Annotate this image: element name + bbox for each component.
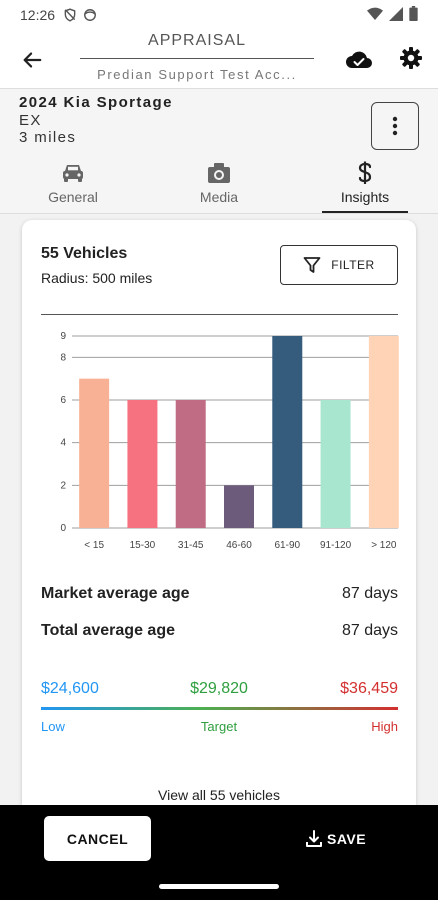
signal-icon: [389, 6, 403, 24]
target-price: $29,820: [190, 680, 248, 697]
insights-card: 55 Vehicles Radius: 500 miles FILTER 0 2 4…: [22, 220, 416, 820]
save-label: SAVE: [327, 831, 367, 847]
bar: [320, 400, 351, 528]
tab-general-label: General: [48, 189, 98, 205]
y-tick-label: 9: [60, 331, 66, 342]
bar: [79, 378, 110, 528]
card-divider: [41, 314, 398, 315]
bar: [127, 400, 158, 528]
bar: [175, 400, 206, 528]
wifi-icon: [367, 7, 383, 24]
arrow-left-icon: [23, 52, 42, 68]
total-average-value: 87 days: [341, 622, 398, 639]
tab-media-label: Media: [199, 189, 239, 205]
tab-insights-label: Insights: [340, 189, 390, 205]
back-button[interactable]: [18, 46, 46, 74]
x-tick-label: 61-90: [274, 540, 300, 551]
cancel-button[interactable]: CANCEL: [44, 816, 151, 861]
x-tick-label: 15-30: [130, 540, 156, 551]
title-block: APPRAISAL Predian Support Test Acc...: [80, 30, 314, 82]
age-distribution-chart: 0 2 4 6 8 9 < 15 15-30 31-45 46-60 61-90 91-120 > 12…: [60, 331, 399, 551]
cloud-sync-button[interactable]: [344, 46, 374, 72]
tab-general[interactable]: General: [0, 156, 146, 213]
high-price: $36,459: [340, 680, 398, 697]
vehicle-trim: EX: [19, 112, 42, 129]
app-bar: APPRAISAL Predian Support Test Acc...: [0, 30, 438, 88]
target-label: Target: [200, 719, 238, 734]
search-radius: Radius: 500 miles: [41, 270, 153, 286]
tab-bar: General Media Insights: [0, 156, 438, 214]
x-tick-label: < 15: [84, 540, 104, 551]
battery-icon: [409, 6, 418, 24]
y-tick-label: 6: [60, 395, 66, 406]
bar: [272, 336, 303, 528]
tab-media[interactable]: Media: [146, 156, 292, 213]
vehicle-header: 2024 Kia Sportage EX 3 miles: [0, 88, 438, 156]
page-title: APPRAISAL: [148, 32, 246, 49]
vehicle-name: 2024 Kia Sportage: [19, 94, 173, 111]
y-tick-label: 2: [60, 480, 66, 491]
dollar-icon: [357, 161, 373, 185]
view-all-vehicles-link[interactable]: View all 55 vehicles: [158, 787, 280, 803]
filter-icon: [303, 257, 321, 273]
bar: [368, 336, 399, 528]
y-tick-label: 8: [60, 352, 66, 363]
y-tick-label: 0: [60, 523, 66, 534]
more-vertical-icon: [392, 116, 398, 136]
x-tick-label: 91-120: [320, 540, 352, 551]
total-average-label: Total average age: [41, 622, 175, 639]
download-icon: [306, 830, 322, 847]
face-icon: [83, 8, 97, 22]
bar: [224, 485, 254, 528]
camera-icon: [207, 161, 231, 185]
filter-label: FILTER: [331, 258, 375, 272]
tab-insights[interactable]: Insights: [292, 156, 438, 213]
car-icon: [61, 161, 85, 185]
more-options-button[interactable]: [371, 102, 419, 150]
x-tick-label: 31-45: [178, 540, 204, 551]
home-indicator: [159, 884, 279, 889]
low-label: Low: [41, 719, 65, 734]
bottom-action-bar: CANCEL SAVE: [0, 805, 438, 900]
gear-icon: [400, 47, 422, 69]
market-average-value: 87 days: [341, 585, 398, 602]
settings-button[interactable]: [397, 44, 425, 72]
status-bar: 12:26: [0, 0, 438, 30]
x-tick-label: 46-60: [226, 540, 252, 551]
status-time: 12:26: [20, 7, 56, 23]
vehicle-miles: 3 miles: [19, 129, 77, 146]
market-average-label: Market average age: [41, 585, 190, 602]
cloud-check-icon: [346, 51, 372, 68]
filter-button[interactable]: FILTER: [280, 245, 398, 285]
title-divider: [80, 58, 314, 59]
y-tick-label: 4: [60, 438, 66, 449]
x-tick-label: > 120: [371, 540, 397, 551]
high-label: High: [371, 719, 398, 734]
account-subtitle: Predian Support Test Acc...: [97, 67, 297, 82]
price-range-bar: [41, 707, 398, 710]
shield-off-icon: [63, 8, 77, 22]
vehicle-count: 55 Vehicles: [41, 245, 128, 262]
save-button[interactable]: SAVE: [305, 825, 366, 853]
low-price: $24,600: [41, 680, 99, 697]
